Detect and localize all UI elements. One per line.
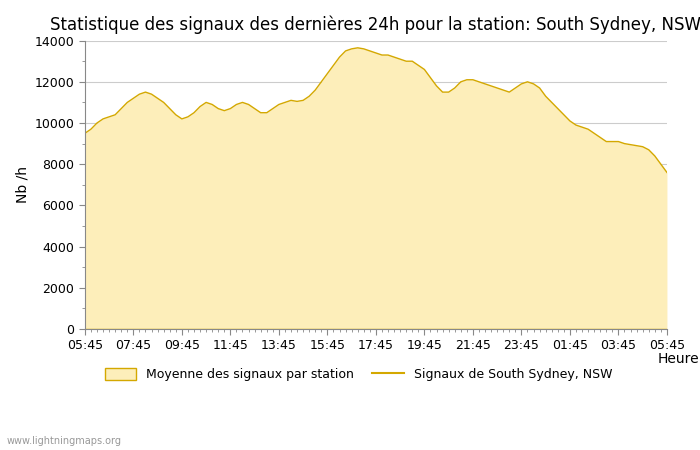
Legend: Moyenne des signaux par station, Signaux de South Sydney, NSW: Moyenne des signaux par station, Signaux…	[99, 363, 617, 386]
Title: Statistique des signaux des dernières 24h pour la station: South Sydney, NSW: Statistique des signaux des dernières 24…	[50, 15, 700, 33]
Y-axis label: Nb /h: Nb /h	[15, 166, 29, 203]
X-axis label: Heure: Heure	[658, 352, 699, 366]
Text: www.lightningmaps.org: www.lightningmaps.org	[7, 436, 122, 446]
